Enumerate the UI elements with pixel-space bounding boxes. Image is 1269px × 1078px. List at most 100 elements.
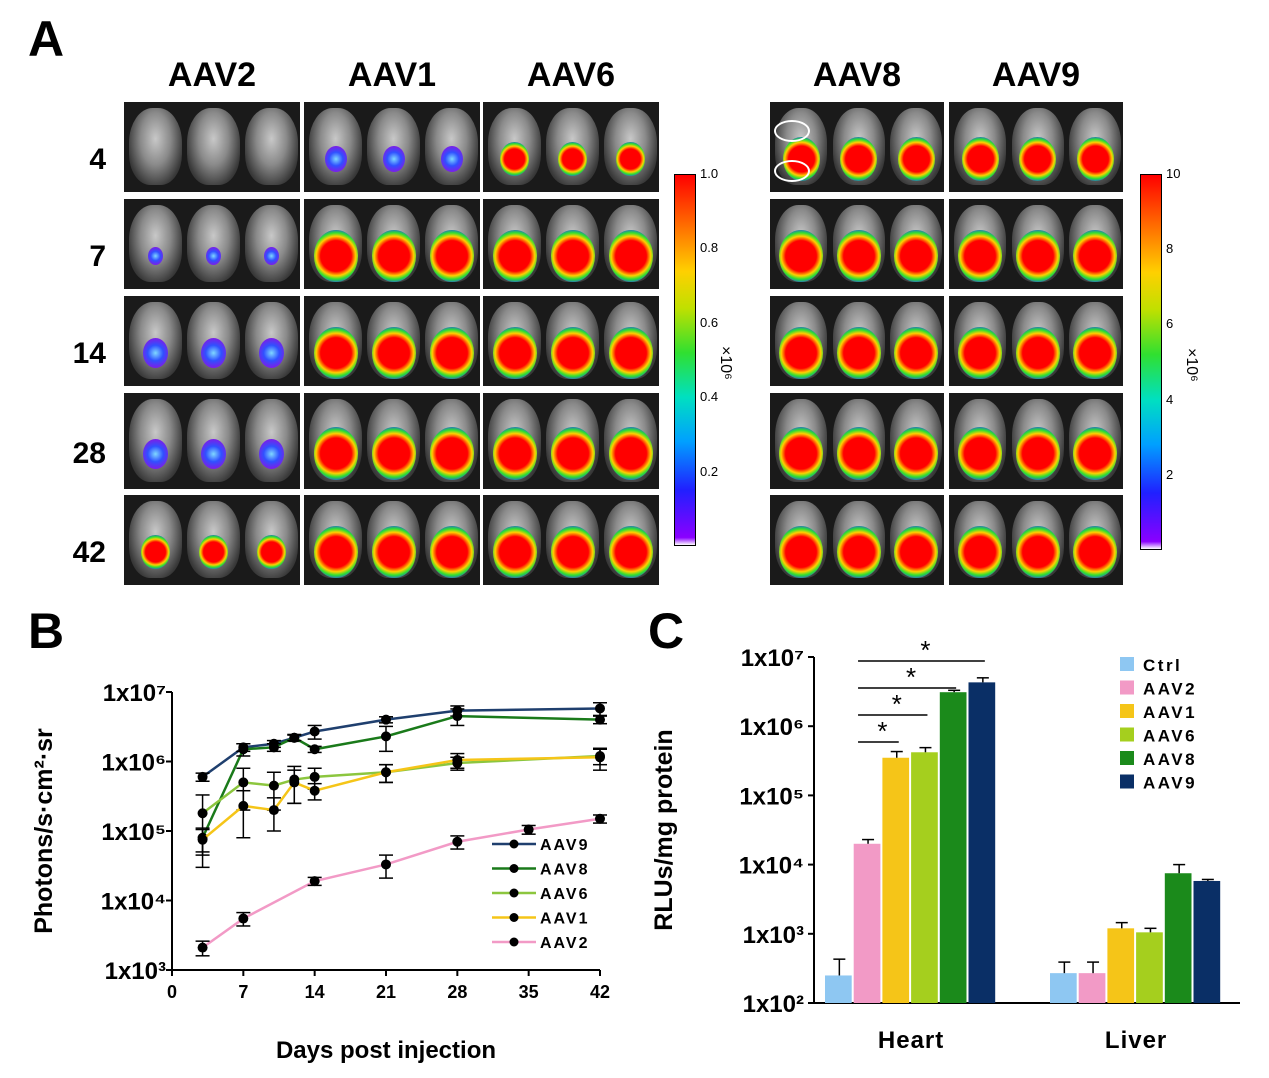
significance-star: * <box>920 635 930 665</box>
bioluminescence-signal <box>608 326 653 380</box>
bioluminescence-signal <box>961 136 999 182</box>
data-point <box>268 805 279 816</box>
bioluminescence-signal <box>550 326 595 380</box>
imaging-tile <box>769 101 945 193</box>
bioluminescence-signal <box>429 326 474 380</box>
imaging-tile <box>303 392 481 490</box>
data-point <box>309 744 320 755</box>
y-tick-label: 1x10⁴ <box>739 853 804 880</box>
x-tick-label: 21 <box>376 982 396 1002</box>
bioluminescence-signal <box>1015 229 1060 283</box>
imaging-tile <box>769 494 945 586</box>
data-point <box>309 726 320 737</box>
colorbar-tick: 0.8 <box>700 240 719 256</box>
data-point <box>595 813 605 824</box>
data-point <box>309 785 320 796</box>
legend-marker <box>509 864 519 873</box>
column-title-aav9: AAV9 <box>991 56 1081 94</box>
bioluminescence-signal <box>836 326 881 380</box>
row-label-day-7: 7 <box>89 240 106 273</box>
legend-swatch <box>1120 680 1134 695</box>
legend-swatch <box>1120 751 1134 765</box>
bioluminescence-signal <box>199 534 229 570</box>
bioluminescence-signal <box>958 326 1003 380</box>
data-point <box>452 711 463 722</box>
colorbar-tick: 4 <box>1166 391 1174 407</box>
imaging-tile <box>482 494 660 586</box>
bioluminescence-signal <box>259 438 285 469</box>
imaging-tile <box>769 198 945 290</box>
bioluminescence-signal <box>371 229 416 283</box>
colorbar-tick: 0.4 <box>700 389 719 405</box>
x-tick-label: 28 <box>447 982 467 1002</box>
data-point <box>381 731 391 742</box>
bioluminescence-signal <box>779 525 824 579</box>
bar-aav6 <box>1136 932 1163 1003</box>
imaging-tile <box>482 101 660 193</box>
series-line-aav8 <box>201 714 601 839</box>
mouse-image <box>129 108 183 186</box>
bioluminescence-signal <box>492 229 537 283</box>
data-point <box>197 834 208 845</box>
legend-marker <box>509 888 519 898</box>
bioluminescence-signal <box>779 326 824 380</box>
y-tick-label: 1x10⁷ <box>103 680 166 707</box>
x-tick-label: 35 <box>519 982 539 1002</box>
imaging-tile <box>303 198 481 290</box>
bioluminescence-signal <box>894 326 939 380</box>
legend-swatch <box>1120 774 1134 789</box>
imaging-tile <box>303 494 481 586</box>
y-tick-label: 1x10⁵ <box>101 819 166 846</box>
data-point <box>197 771 208 782</box>
y-tick-label: 1x10⁶ <box>102 750 166 777</box>
x-tick-label: 14 <box>305 982 325 1002</box>
colorbar-left <box>674 174 696 546</box>
row-label-day-42: 42 <box>72 536 106 569</box>
imaging-tile <box>948 101 1124 193</box>
legend-label: AAV2 <box>540 935 590 952</box>
colorbar-exponent: ×10⁶ <box>1183 348 1200 382</box>
line-chart-photons: 1x10³ 1x10⁴ 1x10⁵ 1x10⁶ 1x10⁷ 0 7 14 21 28 35 42 Day… <box>30 680 610 1064</box>
data-point <box>595 703 605 714</box>
bioluminescence-signal <box>779 229 824 283</box>
imaging-tile <box>948 494 1124 586</box>
bioluminescence-signal <box>492 427 537 481</box>
bioluminescence-signal <box>779 427 824 481</box>
imaging-tile <box>123 392 301 490</box>
data-point <box>238 800 249 811</box>
panel-c-letter: C <box>648 603 685 659</box>
bar-aav6 <box>911 752 938 1003</box>
bioluminescence-signal <box>313 229 358 283</box>
imaging-tile <box>948 392 1124 490</box>
data-point <box>238 777 249 788</box>
data-point <box>452 836 463 847</box>
data-point <box>289 732 300 743</box>
imaging-tile <box>123 494 301 586</box>
x-tick-label: 42 <box>590 982 610 1002</box>
series-line-aav9 <box>201 707 601 778</box>
colorbar-tick: 6 <box>1166 316 1174 332</box>
colorbar-tick: 8 <box>1166 241 1174 257</box>
data-point <box>595 752 605 763</box>
mouse-image <box>129 205 183 283</box>
bioluminescence-signal <box>371 326 416 380</box>
bioluminescence-signal <box>558 141 588 177</box>
row-label-day-28: 28 <box>72 437 106 470</box>
x-axis-title: Days post injection <box>276 1037 496 1064</box>
legend-swatch <box>1120 727 1134 742</box>
row-label-day-14: 14 <box>72 337 106 370</box>
column-title-aav1: AAV1 <box>347 56 437 94</box>
data-point <box>452 755 463 766</box>
y-tick-label: 1x10⁶ <box>740 714 804 741</box>
bioluminescence-signal <box>894 525 939 579</box>
data-point <box>268 742 279 753</box>
data-point <box>595 714 605 725</box>
bioluminescence-signal <box>897 136 935 182</box>
bioluminescence-signal <box>429 229 474 283</box>
bioluminescence-signal <box>259 337 285 369</box>
bioluminescence-signal <box>608 525 653 579</box>
panel-b-letter: B <box>28 603 65 659</box>
colorbar-tick: 2 <box>1166 466 1174 482</box>
bioluminescence-signal <box>1076 136 1114 182</box>
imaging-tile <box>948 295 1124 387</box>
